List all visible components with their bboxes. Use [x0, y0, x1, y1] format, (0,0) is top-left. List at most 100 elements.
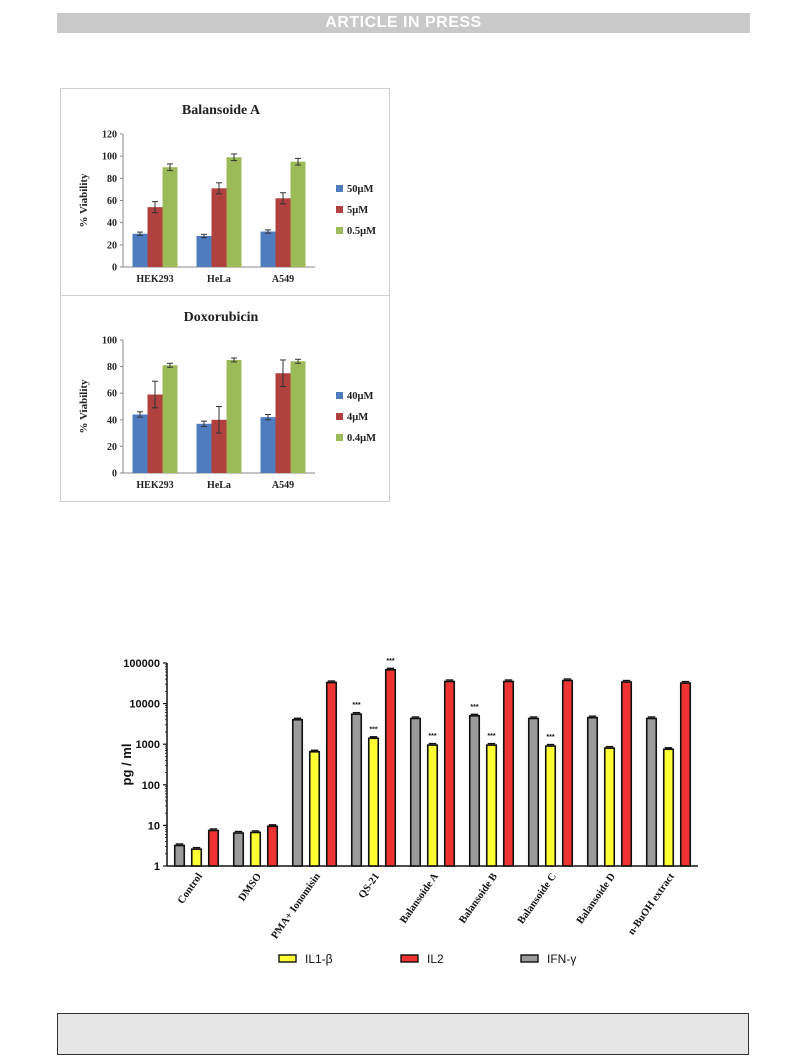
x-tick-label-dmso: DMSO — [237, 871, 264, 903]
y-tick-label: 100 — [142, 780, 160, 792]
x-tick-label-hek293: HEK293 — [136, 480, 173, 491]
y-axis-label: pg / ml — [119, 744, 134, 786]
article-in-press-banner: ARTICLE IN PRESS — [57, 13, 750, 33]
bar-il1-control — [190, 848, 203, 867]
y-tick-label: 40 — [107, 218, 117, 229]
significance-marker: *** — [352, 702, 360, 709]
bar-ifn-n-buoh-extract — [645, 717, 658, 867]
cytokine-log-bar-chart: pg / ml 1 10 100 1000 10000 100000 Control DMSO P… — [119, 658, 698, 966]
bar-40-m-hela — [196, 423, 212, 473]
bar-il2-dmso — [266, 825, 279, 867]
legend-swatch-4-m — [336, 413, 343, 420]
x-tick-label-pma-ionomisin: PMA+ Ionomisin — [270, 871, 324, 941]
y-tick-label: 10 — [148, 820, 160, 832]
bar-50-m-hek293 — [132, 233, 148, 267]
bar-0-5-m-a549 — [290, 161, 306, 267]
bar-il2-pma-ionomisin — [325, 681, 338, 867]
y-tick-label: 80 — [107, 362, 117, 373]
chart-title: Balansoide A — [182, 103, 261, 118]
y-axis-label: % Viability — [78, 379, 90, 434]
y-tick-label: 20 — [107, 240, 117, 251]
bar-ifn-pma-ionomisin — [291, 718, 304, 867]
bar-5-m-a549 — [275, 198, 291, 267]
bar-il2-balansoide-b — [502, 680, 515, 867]
legend-swatch-0-4-m — [336, 434, 343, 441]
y-tick-label: 100 — [102, 336, 117, 347]
bar-il2-n-buoh-extract — [679, 682, 692, 867]
bar-4-m-hek293 — [147, 394, 163, 473]
legend-label-0-4-m: 0.4μM — [347, 433, 376, 444]
y-tick-label: 60 — [107, 389, 117, 400]
x-tick-label-a549: A549 — [272, 274, 294, 285]
bar-40-m-a549 — [260, 417, 276, 473]
bar-4-m-a549 — [275, 373, 291, 473]
y-tick-label: 10000 — [129, 699, 160, 711]
significance-marker: *** — [428, 733, 436, 740]
legend-swatch-5-m — [336, 206, 343, 213]
y-tick-label: 1000 — [136, 739, 160, 751]
y-tick-label: 80 — [107, 174, 117, 185]
legend-label-40-m: 40μM — [347, 391, 373, 402]
legend-label-4-m: 4μM — [347, 412, 368, 423]
x-tick-label-balansoide-a: Balansoide A — [398, 871, 441, 926]
balansoide-a-viability-chart: Balansoide A % Viability 0 20 40 60 80 100 120 HE… — [78, 103, 376, 285]
bar-0-4-m-hek293 — [162, 365, 178, 473]
legend-swatch-40-m — [336, 392, 343, 399]
bar-ifn-qs-21 — [350, 713, 363, 867]
bar-il2-balansoide-d — [620, 681, 633, 867]
bar-il1-balansoide-d — [603, 747, 616, 867]
significance-marker: *** — [546, 734, 554, 741]
x-tick-label-hela: HeLa — [207, 274, 231, 285]
y-tick-label: 0 — [112, 263, 117, 274]
bar-il1-qs-21 — [367, 737, 380, 867]
cytokine-figure-panel: pg / ml 1 10 100 1000 10000 100000 Control DMSO P… — [110, 650, 710, 980]
legend-swatch-50-m — [336, 185, 343, 192]
x-tick-label-balansoide-d: Balansoide D — [575, 871, 618, 926]
y-tick-label: 1 — [154, 861, 160, 873]
bar-50-m-a549 — [260, 231, 276, 267]
doxorubicin-viability-chart: Doxorubicin % Viability 0 20 40 60 80 100 HEK293… — [78, 310, 376, 491]
bar-il2-balansoide-c — [561, 679, 574, 867]
y-tick-label: 20 — [107, 442, 117, 453]
legend-label-0-5-m: 0.5μM — [347, 226, 376, 237]
legend-label-5-m: 5μM — [347, 205, 368, 216]
y-axis-label: % Viability — [78, 173, 90, 228]
legend-swatch-il2 — [400, 954, 419, 963]
footer-box — [57, 1013, 749, 1055]
bar-il2-balansoide-a — [443, 680, 456, 867]
bar-ifn-balansoide-d — [586, 716, 599, 867]
significance-marker: *** — [386, 658, 394, 665]
significance-marker: *** — [470, 704, 478, 711]
bar-ifn-balansoide-a — [409, 717, 422, 867]
legend-label-50-m: 50μM — [347, 184, 373, 195]
legend-swatch-0-5-m — [336, 227, 343, 234]
x-tick-label-hek293: HEK293 — [136, 274, 173, 285]
bar-ifn-balansoide-b — [468, 715, 481, 867]
bar-ifn-dmso — [232, 832, 245, 867]
bar-il2-qs-21 — [384, 669, 397, 867]
bar-0-4-m-a549 — [290, 361, 306, 473]
panel-divider — [61, 295, 389, 296]
x-tick-label-hela: HeLa — [207, 480, 231, 491]
bar-ifn-balansoide-c — [527, 717, 540, 867]
chart-title: Doxorubicin — [184, 310, 259, 325]
y-tick-label: 100000 — [123, 658, 160, 670]
bar-4-m-hela — [211, 419, 227, 473]
bar-il1-balansoide-a — [426, 744, 439, 867]
x-tick-label-qs-21: QS-21 — [357, 871, 382, 900]
bar-0-5-m-hek293 — [162, 167, 178, 267]
bar-5-m-hek293 — [147, 207, 163, 267]
bar-ifn-control — [173, 844, 186, 867]
legend-label-il1: IL1-β — [305, 952, 333, 966]
viability-figure-panel: Balansoide A % Viability 0 20 40 60 80 100 120 HE… — [60, 88, 390, 502]
bar-il2-control — [207, 829, 220, 867]
bar-0-5-m-hela — [226, 157, 242, 267]
bar-il1-balansoide-b — [485, 744, 498, 867]
bar-il1-dmso — [249, 831, 262, 867]
bar-il1-pma-ionomisin — [308, 750, 321, 867]
y-tick-label: 40 — [107, 415, 117, 426]
bar-il1-n-buoh-extract — [662, 748, 675, 867]
legend-label-ifn: IFN-γ — [547, 952, 576, 966]
y-tick-label: 60 — [107, 196, 117, 207]
x-tick-label-balansoide-b: Balansoide B — [457, 871, 500, 925]
